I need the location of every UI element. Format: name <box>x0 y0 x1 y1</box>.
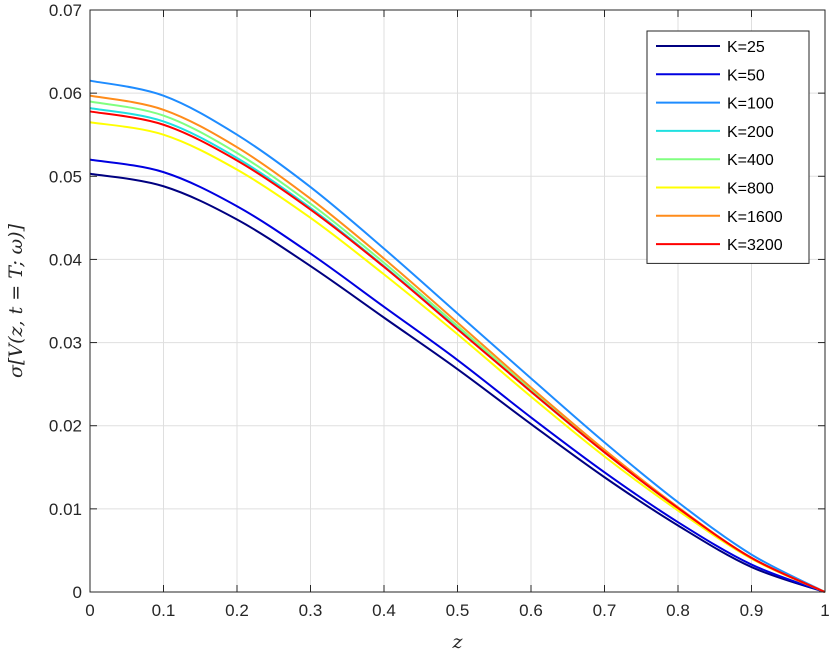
series-line-k-800 <box>89 121 826 593</box>
legend-entry: K=100 <box>727 96 774 113</box>
x-tick-label: 0.8 <box>666 601 690 620</box>
legend-entry: K=400 <box>727 152 774 169</box>
series-line-k-3200 <box>89 110 826 593</box>
y-tick-label: 0.01 <box>49 500 82 519</box>
series-lines <box>89 79 826 593</box>
x-tick-label: 0.3 <box>299 601 323 620</box>
y-tick-label: 0.05 <box>49 167 82 186</box>
series-line-k-25 <box>89 172 826 593</box>
x-tick-label: 0.5 <box>446 601 470 620</box>
y-tick-label: 0.06 <box>49 84 82 103</box>
y-tick-label: 0 <box>73 583 82 602</box>
legend-entry: K=800 <box>727 181 774 198</box>
y-tick-label: 0.07 <box>49 1 82 20</box>
legend-entry: K=200 <box>727 124 774 141</box>
x-tick-label: 0.4 <box>372 601 396 620</box>
series-line-k-50 <box>89 158 826 593</box>
legend: K=25 K=50 K=100 K=200 K=400 K=800 K=1600 K=3200 <box>646 30 810 264</box>
legend-entry: K=25 <box>727 39 765 56</box>
x-tick-label: 0.7 <box>593 601 617 620</box>
x-axis-label: z <box>451 631 463 653</box>
y-tick-label: 0.02 <box>49 417 82 436</box>
x-tick-label: 0.2 <box>225 601 249 620</box>
x-tick-label: 0.9 <box>740 601 764 620</box>
axis-ticks: 0 0.1 0.2 0.3 0.4 0.5 0.6 0.7 0.8 0.9 1 0 0.01 0.02 0.… <box>49 1 830 620</box>
x-tick-label: 0 <box>85 601 94 620</box>
legend-entry: K=3200 <box>727 237 783 254</box>
series-line-k-100 <box>89 79 826 593</box>
legend-entry: K=1600 <box>727 209 783 226</box>
legend-box <box>646 30 810 264</box>
x-tick-label: 0.6 <box>519 601 543 620</box>
x-tick-label: 0.1 <box>152 601 176 620</box>
y-axis-label: σ[V(z, t = T; ω)] <box>5 223 27 378</box>
y-tick-label: 0.03 <box>49 334 82 353</box>
legend-entry: K=50 <box>727 67 765 84</box>
x-tick-label: 1 <box>820 601 829 620</box>
y-tick-label: 0.04 <box>49 250 82 269</box>
